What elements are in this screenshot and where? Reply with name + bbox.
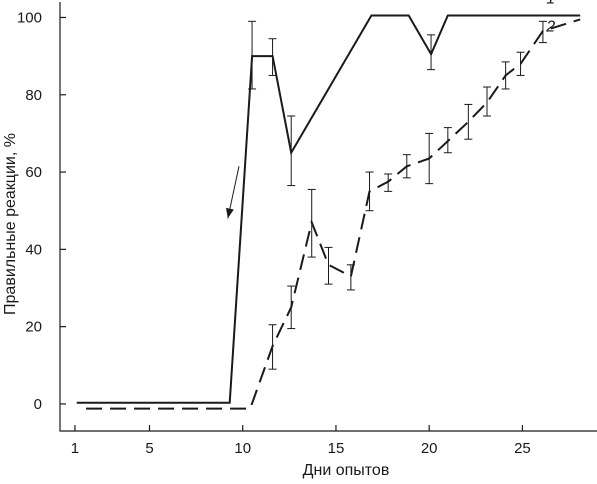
x-tick-label: 10 [234,440,251,457]
y-tick-label: 100 [17,9,42,26]
x-axis-label: Дни опытов [303,462,390,479]
arrow-head [225,207,234,219]
axes [59,2,597,432]
x-tick-label: 20 [421,440,438,457]
x-tick-label: 1 [71,440,79,457]
x-tick-label: 5 [145,440,153,457]
axis-frame [59,2,597,432]
series-line [86,18,581,410]
x-tick-label: 25 [514,440,531,457]
series-2: 2 [86,18,581,410]
series-1: 1 [76,0,581,404]
y-tick-label: 40 [25,241,42,258]
series-line [76,14,581,404]
y-tick-label: 80 [25,87,42,104]
series-label: 1 [546,0,555,8]
x-tick-label: 15 [328,440,345,457]
annotation-arrow [225,166,240,219]
y-tick-label: 0 [34,396,42,413]
series: 12 [76,0,581,410]
y-tick-label: 60 [25,164,42,181]
series-label: 2 [545,18,555,35]
y-axis-label: Правильные реакции, % [2,133,19,315]
y-tick-label: 20 [25,319,42,336]
labels: Дни опытов Правильные реакции, % [2,133,389,479]
